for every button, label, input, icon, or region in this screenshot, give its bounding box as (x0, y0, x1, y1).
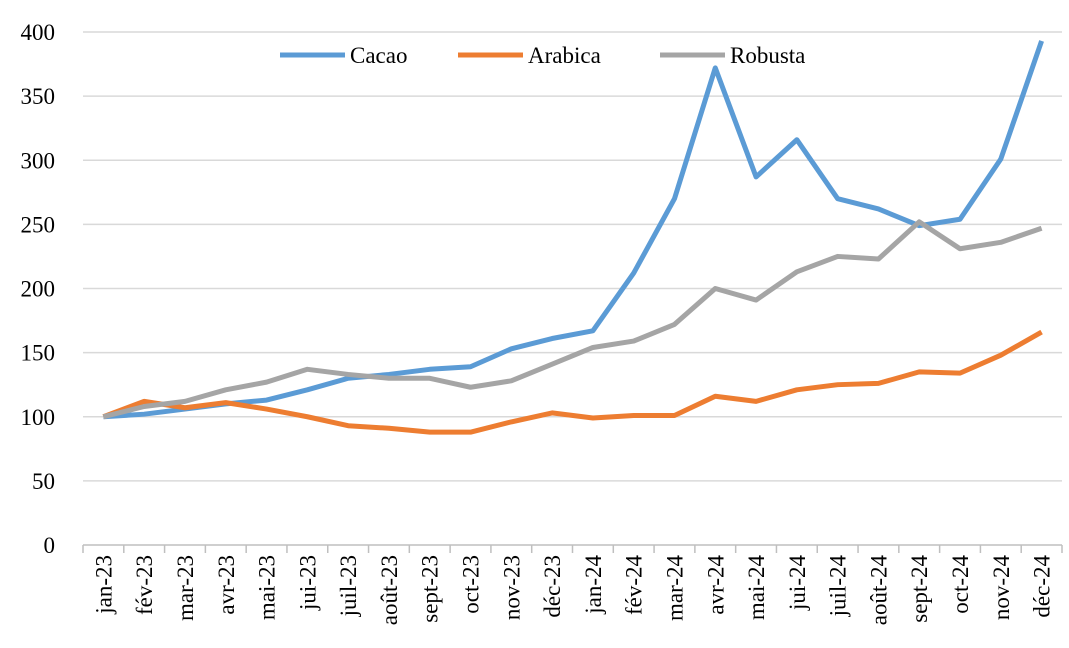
x-tick-label: oct-23 (459, 555, 484, 614)
series-line (103, 40, 1044, 420)
y-tick-label: 400 (21, 20, 56, 45)
y-tick-label: 50 (32, 469, 55, 494)
x-tick-label: juil-24 (826, 555, 851, 618)
x-tick-label: fév-24 (622, 555, 647, 616)
legend-label: Robusta (730, 43, 805, 68)
series-line (102, 329, 1043, 435)
y-tick-label: 0 (44, 533, 56, 558)
x-tick-label: jui-24 (785, 555, 810, 611)
x-tick-label: jan-23 (91, 555, 116, 615)
x-tick-label: mai-24 (744, 555, 769, 621)
x-tick-label: avr-24 (703, 555, 728, 615)
x-tick-label: jui-23 (295, 555, 320, 611)
series-line (102, 219, 1043, 420)
x-tick-label: déc-23 (540, 555, 565, 618)
y-tick-label: 350 (21, 84, 56, 109)
y-tick-label: 150 (21, 341, 56, 366)
y-tick-label: 250 (21, 212, 56, 237)
x-tick-label: sept-23 (418, 555, 443, 623)
y-tick-label: 300 (21, 148, 56, 173)
x-tick-label: fév-23 (132, 555, 157, 615)
x-tick-label: déc-24 (1030, 555, 1055, 618)
x-tick-label: avr-23 (214, 555, 239, 615)
x-tick-label: jan-24 (581, 555, 606, 615)
y-tick-label: 100 (21, 405, 56, 430)
y-tick-label: 200 (21, 277, 56, 302)
x-tick-label: mar-24 (662, 555, 687, 621)
x-tick-label: sept-24 (907, 555, 932, 623)
x-tick-label: mai-23 (255, 555, 280, 620)
x-tick-label: nov-23 (499, 555, 524, 620)
x-tick-label: août-23 (377, 555, 402, 625)
x-tick-label: oct-24 (948, 555, 973, 614)
x-tick-label: août-24 (866, 555, 891, 626)
x-tick-label: mar-23 (173, 555, 198, 621)
legend-label: Arabica (528, 43, 601, 68)
x-tick-label: juil-23 (336, 555, 361, 617)
x-tick-label: nov-24 (989, 555, 1014, 621)
legend-label: Cacao (350, 43, 407, 68)
